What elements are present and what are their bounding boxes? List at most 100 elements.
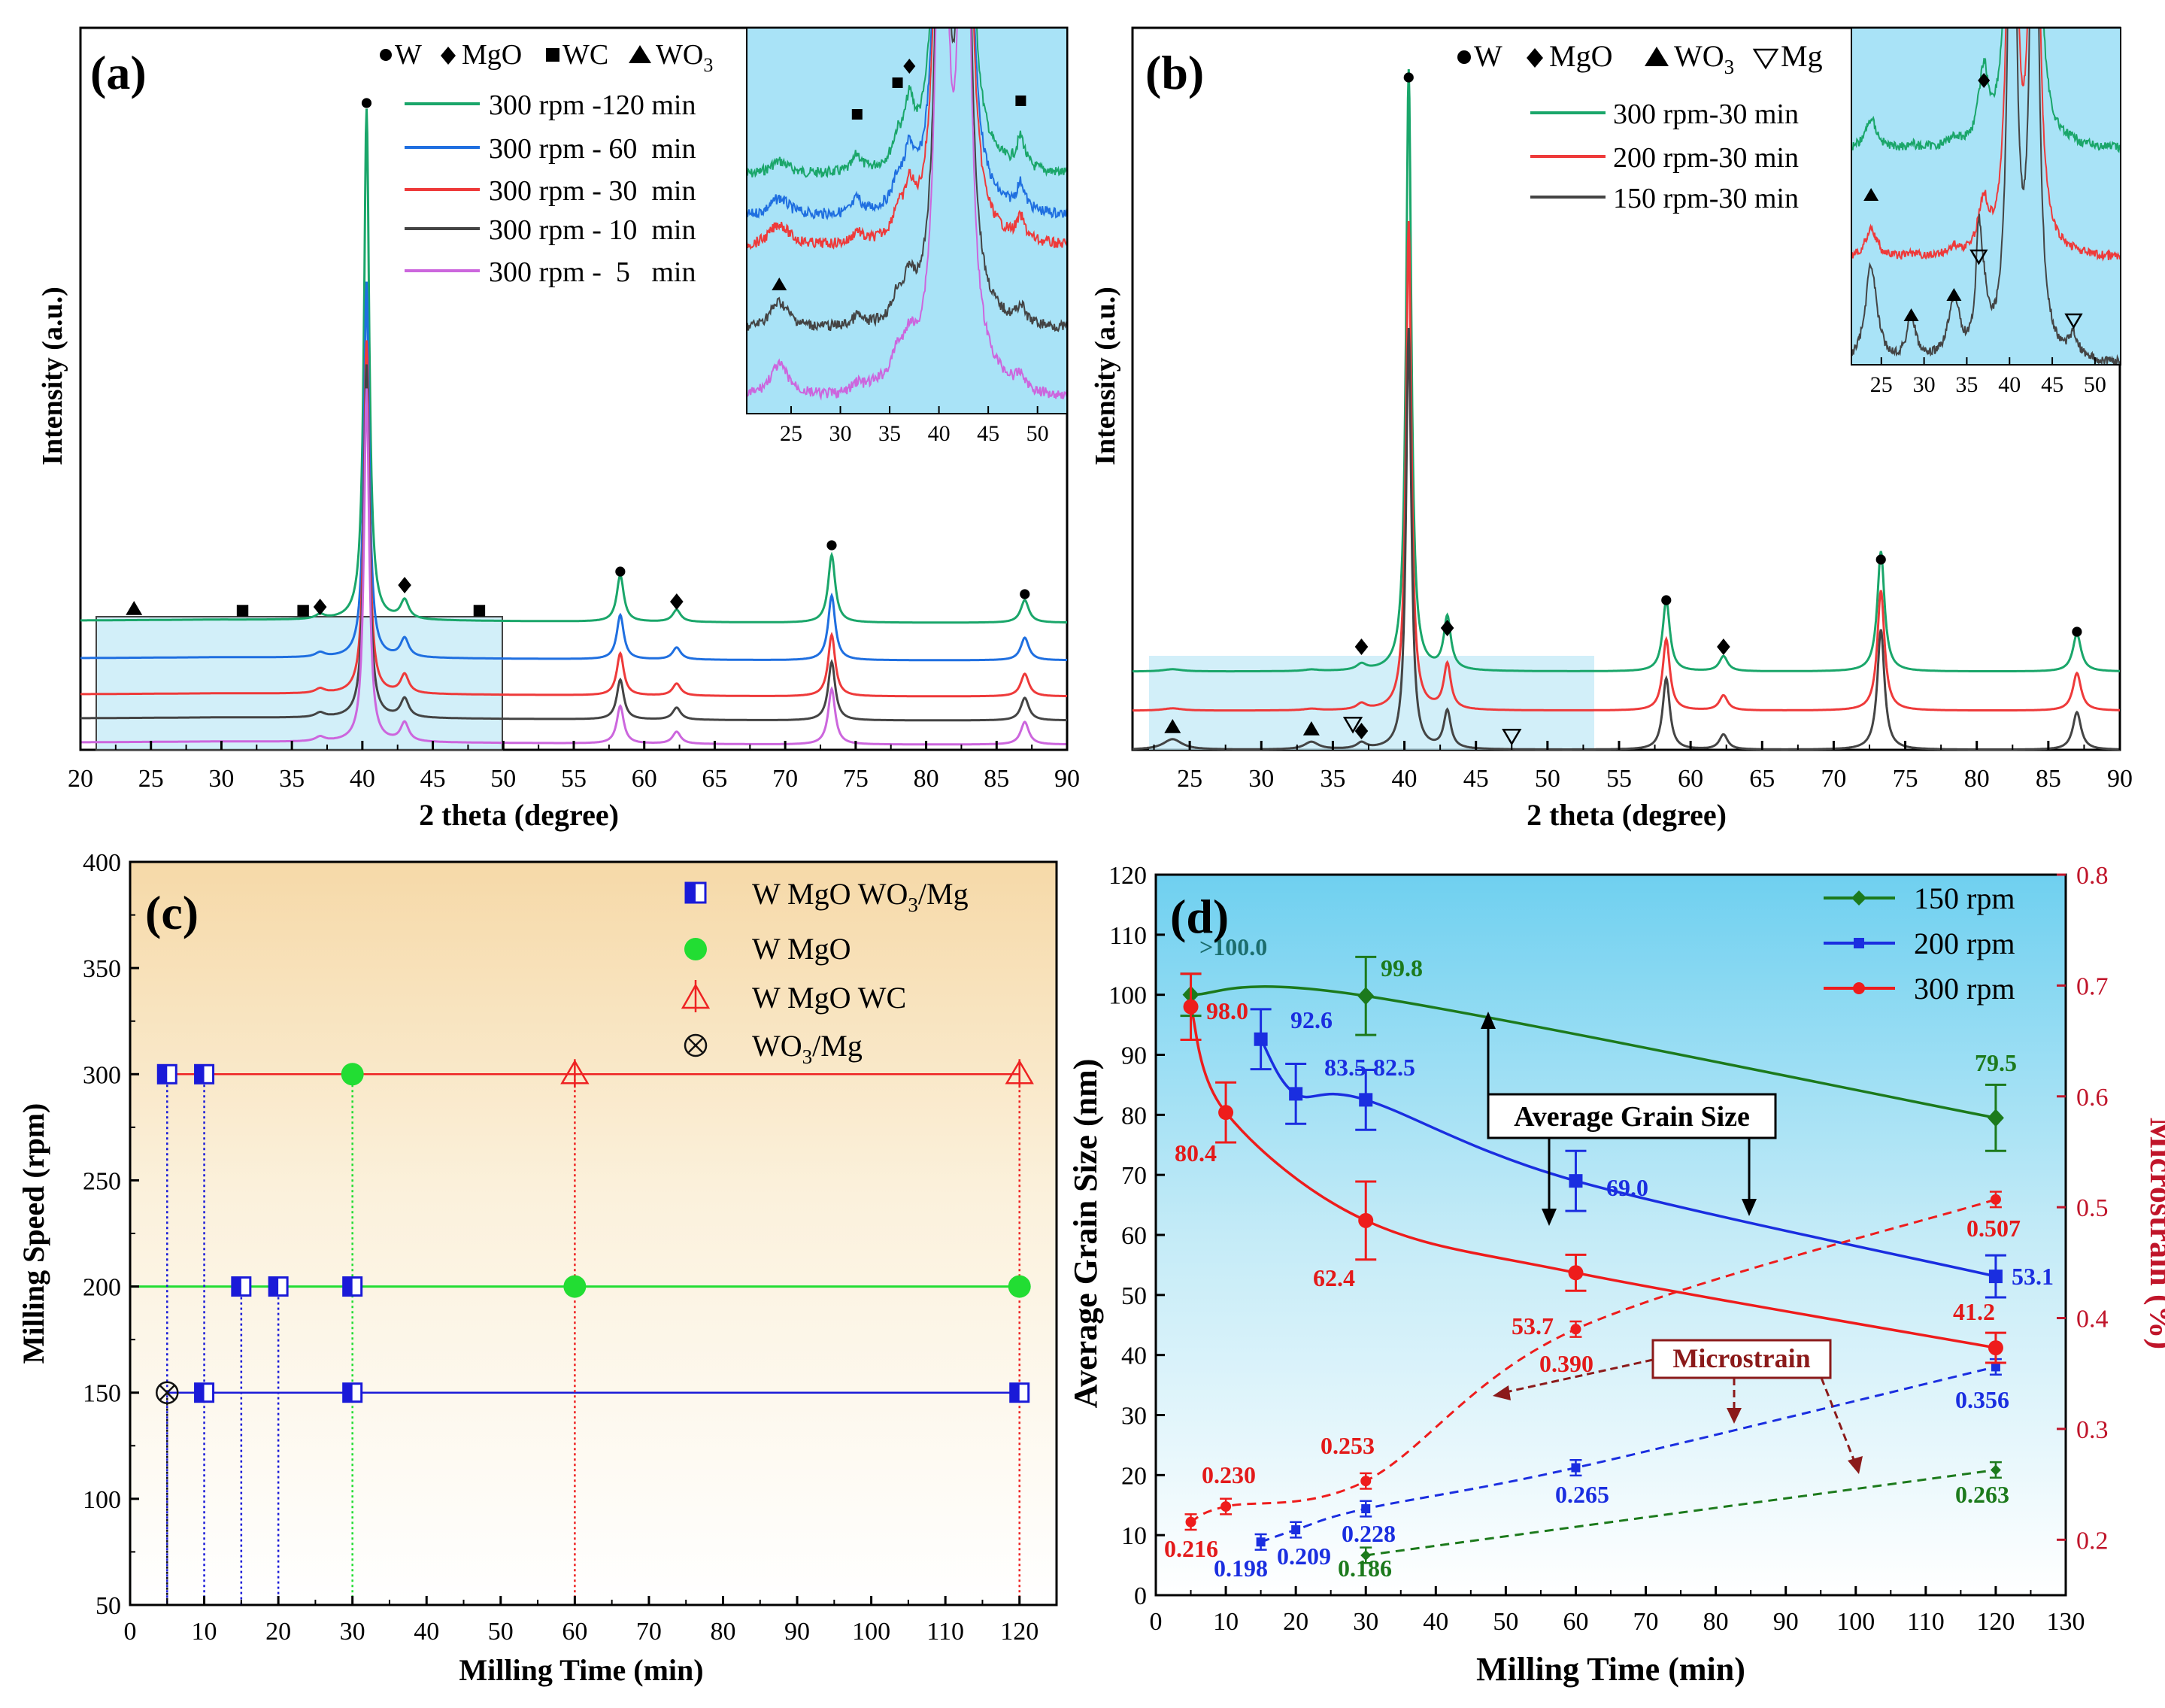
b-xtick-label: 45 <box>1463 765 1489 793</box>
legend-label-w-mgo-wc: W MgO WC <box>752 981 906 1015</box>
panel-a-marker-wo3-0 <box>126 601 143 615</box>
mg-marker-icon <box>1752 48 1779 70</box>
panel-a-inset-trace-1 <box>747 28 1067 220</box>
panel-a-highlight-region <box>96 616 503 751</box>
d-xtick-label: 50 <box>1493 1608 1518 1636</box>
b-xtick-label: 75 <box>1893 765 1918 793</box>
d-ytick-label: 90 <box>1121 1042 1147 1070</box>
wc-marker-icon <box>546 48 559 62</box>
d-xtick-label: 80 <box>1703 1608 1729 1636</box>
d-ytick-label: 70 <box>1121 1162 1147 1190</box>
panel-d-ticks: 0 10 20 30 40 50 60 70 80 90 100 110 120 130 0 10 20 30 40… <box>1108 862 2109 1636</box>
legend-w: W <box>1474 39 1502 73</box>
c-point-s0-5 <box>194 1382 215 1403</box>
c-point-s3-0 <box>156 1381 179 1404</box>
panel-c-legend: W MgO WO3/Mg W MgO W MgO WC WO3/Mg <box>681 877 969 1068</box>
d-label-200-g2: 82.5 <box>1373 1054 1415 1081</box>
c-point-s0-6 <box>342 1382 363 1403</box>
d-label-300-s4: 0.507 <box>1966 1215 2021 1242</box>
panel-a: 20 25 30 35 40 45 50 55 60 65 70 75 80 85 90 (a) 2 the… <box>37 26 1080 832</box>
d-label-200-s0: 0.198 <box>1214 1555 1268 1582</box>
microstrain-box-label: Microstrain <box>1672 1343 1810 1373</box>
d-xtick-label: 70 <box>1633 1608 1659 1636</box>
strain-arrow-left <box>1502 1358 1654 1394</box>
d-ytick-right-label: 0.5 <box>2076 1194 2109 1222</box>
panel-d-annotations: Average Grain Size Microstrain <box>1481 1012 1863 1474</box>
legend-symbol-w-mgo <box>684 938 707 960</box>
panel-c-points <box>156 1059 1034 1404</box>
grain-arrow-down-2-head <box>1742 1199 1757 1216</box>
c-point-s0-2 <box>231 1276 252 1297</box>
panel-b-marker-w-3 <box>1661 595 1672 605</box>
panel-a-inset-frame <box>746 27 1068 414</box>
legend-marker-300 <box>1853 982 1865 994</box>
a-xtick-label: 80 <box>914 765 939 793</box>
d-ytick-right-label: 0.7 <box>2076 972 2109 1000</box>
d-grain-point-2-3 <box>1565 1253 1587 1292</box>
a-inset-tick-label: 30 <box>829 421 852 446</box>
panel-a-label: (a) <box>90 46 147 99</box>
a-xtick-label: 65 <box>702 765 727 793</box>
a-xtick-label: 40 <box>350 765 375 793</box>
panel-a-inset-traces <box>747 28 1067 401</box>
b-xtick-label: 35 <box>1320 765 1345 793</box>
d-grain-point-0-2 <box>1985 1083 2006 1152</box>
d-xtick-label: 10 <box>1213 1608 1239 1636</box>
a-xtick-label: 30 <box>208 765 234 793</box>
legend-label-300: 300 rpm <box>1914 972 2015 1006</box>
panel-b-label: (b) <box>1145 46 1204 99</box>
d-xtick-label: 100 <box>1836 1608 1875 1636</box>
panel-a-inset-ticks: 25 30 35 40 45 50 <box>780 406 1049 446</box>
b-inset-tick-label: 25 <box>1870 372 1893 397</box>
grain-size-box <box>1487 1093 1777 1139</box>
d-strain-point-1-3 <box>1569 1458 1582 1477</box>
wo3-marker-icon <box>629 45 651 63</box>
a-inset-tick-label: 45 <box>977 421 999 446</box>
panel-d-plot-area <box>1154 873 2067 1597</box>
d-label-300-g0: 98.0 <box>1206 997 1248 1024</box>
panel-b-phase-markers <box>1164 72 2082 746</box>
d-ytick-right-label: 0.8 <box>2076 862 2109 890</box>
c-point-s2-1 <box>1005 1059 1034 1088</box>
c-ytick-label: 150 <box>83 1380 121 1408</box>
c-xtick-label: 20 <box>265 1618 291 1646</box>
panel-b-x-ticks: 25 30 35 40 45 50 55 60 65 70 75 80 85 90 <box>1153 741 2133 793</box>
d-strain-point-1-1 <box>1290 1521 1302 1539</box>
panel-b-marker-w-0 <box>1403 72 1414 83</box>
panel-b-inset-marker-1 <box>1863 188 1879 201</box>
a-xtick-label: 60 <box>632 765 657 793</box>
c-xtick-label: 40 <box>414 1618 439 1646</box>
panel-d-points <box>1180 955 2006 1564</box>
b-xtick-label: 25 <box>1177 765 1202 793</box>
c-xtick-label: 120 <box>1000 1618 1039 1646</box>
legend-label-30: 300 rpm - 30 min <box>489 175 696 207</box>
a-xtick-label: 45 <box>420 765 446 793</box>
panel-c-plot-area <box>129 860 1058 1606</box>
d-strain-point-2-0 <box>1184 1513 1197 1531</box>
legend-label-w-mgo: W MgO <box>752 932 851 966</box>
panel-c-ticks: 0 10 20 30 40 50 60 70 80 90 100 110 120 50 100 150 200 2… <box>83 849 1039 1646</box>
panel-b-phase-legend: W MgO WO3 Mg <box>1457 39 1823 78</box>
strain-arrow-right-head <box>1848 1456 1863 1474</box>
d-label-200-g0: 92.6 <box>1290 1006 1333 1033</box>
d-strain-point-2-2 <box>1360 1472 1372 1490</box>
d-ytick-label: 100 <box>1108 982 1147 1010</box>
c-xtick-label: 50 <box>488 1618 514 1646</box>
d-grain-curve-0 <box>1190 985 1997 1120</box>
d-ytick-right-label: 0.4 <box>2076 1306 2109 1333</box>
d-label-200-g4: 53.1 <box>2012 1263 2054 1290</box>
a-inset-tick-label: 40 <box>928 421 951 446</box>
legend-mg: Mg <box>1781 39 1823 73</box>
d-ytick-label: 30 <box>1121 1403 1147 1430</box>
panel-c: 0 10 20 30 40 50 60 70 80 90 100 110 120 50 100 150 200 2… <box>17 849 1058 1687</box>
d-strain-point-2-3 <box>1569 1320 1582 1338</box>
panel-a-inset-marker-1 <box>892 77 903 88</box>
strain-arrow-right <box>1820 1377 1857 1466</box>
panel-a-inset-trace-2 <box>747 28 1067 250</box>
a-xtick-label: 90 <box>1054 765 1080 793</box>
panel-b-inset-trace-1 <box>1851 28 2121 262</box>
c-point-s0-4 <box>342 1276 363 1297</box>
d-grain-point-1-4 <box>1985 1254 2006 1299</box>
d-ytick-right-label: 0.3 <box>2076 1416 2109 1444</box>
d-ytick-label: 10 <box>1121 1522 1147 1550</box>
